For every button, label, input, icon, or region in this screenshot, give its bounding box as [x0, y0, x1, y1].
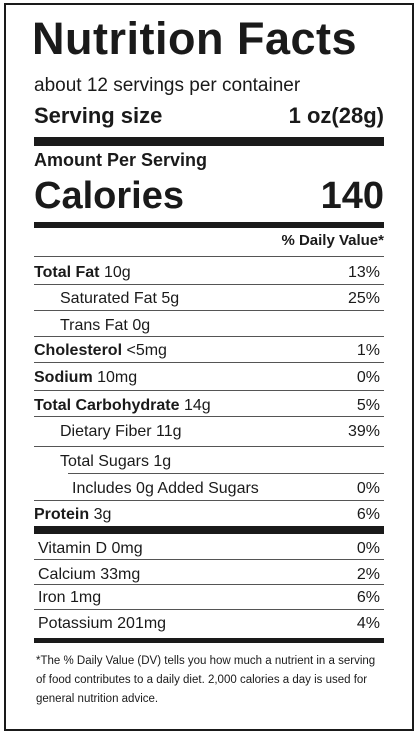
label-title: Nutrition Facts: [32, 13, 358, 64]
divider: [34, 390, 384, 391]
nutrient-name: Protein: [34, 506, 90, 523]
vitamin-row-iron: Iron 1mg 6%: [34, 585, 384, 611]
nutrient-name: Total Carbohydrate: [34, 397, 180, 414]
nutrient-name: Total Fat: [34, 264, 100, 281]
nutrient-name: Sodium: [34, 369, 93, 386]
divider: [34, 559, 384, 560]
nutrient-amount: 10mg: [97, 369, 138, 386]
nutrient-amount: 5g: [161, 290, 180, 307]
nutrient-dv: 6%: [356, 506, 380, 523]
divider: [34, 256, 384, 257]
nutrient-dv: 5%: [356, 397, 380, 414]
nutrient-name: Total Sugars: [60, 453, 149, 470]
vitamin-dv: 2%: [356, 566, 380, 583]
vitamin-row-potassium: Potassium 201mg 4%: [34, 611, 384, 637]
nutrient-name: Includes 0g Added Sugars: [72, 480, 259, 497]
vitamin-name: Potassium: [38, 615, 113, 632]
vitamin-dv: 4%: [356, 615, 380, 632]
nutrient-amount: 3g: [93, 506, 112, 523]
thick-divider: [34, 526, 384, 534]
divider: [34, 310, 384, 311]
nutrient-name: Trans Fat: [60, 317, 128, 334]
vitamin-row-calcium: Calcium 33mg 2%: [34, 562, 384, 588]
daily-value-header: % Daily Value*: [281, 232, 384, 249]
servings-per-container: about 12 servings per container: [34, 75, 301, 96]
calories-row: Calories 140: [34, 170, 384, 222]
nutrient-row-total-fat: Total Fat 10g 13%: [34, 260, 384, 286]
nutrient-dv: 0%: [356, 480, 380, 497]
nutrient-name: Saturated Fat: [60, 290, 157, 307]
nutrient-row-total-carbohydrate: Total Carbohydrate 14g 5%: [34, 393, 384, 419]
thick-divider: [34, 137, 384, 146]
divider: [34, 336, 384, 337]
divider: [34, 500, 384, 501]
divider: [34, 609, 384, 610]
nutrient-row-dietary-fiber: Dietary Fiber 11g 39%: [34, 419, 384, 445]
nutrient-dv: 39%: [347, 423, 380, 440]
nutrient-row-added-sugars: Includes 0g Added Sugars 0%: [34, 476, 384, 502]
vitamin-row-vitamin-d: Vitamin D 0mg 0%: [34, 536, 384, 562]
nutrient-row-saturated-fat: Saturated Fat 5g 25%: [34, 286, 384, 312]
medium-divider: [34, 638, 384, 643]
divider: [68, 473, 384, 474]
amount-per-serving: Amount Per Serving: [34, 150, 208, 170]
nutrient-amount: 0g: [132, 317, 151, 334]
nutrient-name: Dietary Fiber: [60, 423, 152, 440]
nutrient-dv: 1%: [356, 342, 380, 359]
vitamin-amount: 33mg: [100, 566, 141, 583]
serving-size-label: Serving size: [34, 103, 163, 128]
vitamin-name: Vitamin D: [38, 540, 108, 557]
vitamin-dv: 0%: [356, 540, 380, 557]
vitamin-name: Calcium: [38, 566, 96, 583]
vitamin-amount: 1mg: [70, 589, 102, 606]
divider: [34, 362, 384, 363]
nutrient-amount: <5mg: [126, 342, 167, 359]
nutrient-name: Cholesterol: [34, 342, 123, 359]
nutrient-row-cholesterol: Cholesterol <5mg 1%: [34, 338, 384, 364]
serving-size-row: Serving size 1 oz(28g): [34, 103, 384, 131]
nutrient-amount: 11g: [156, 423, 182, 440]
nutrient-row-sodium: Sodium 10mg 0%: [34, 365, 384, 391]
divider: [34, 446, 384, 447]
nutrient-amount: 10g: [103, 264, 131, 281]
daily-value-footnote: *The % Daily Value (DV) tells you how mu…: [36, 655, 376, 705]
nutrient-amount: 1g: [153, 453, 172, 470]
nutrient-row-protein: Protein 3g 6%: [34, 502, 384, 528]
vitamin-name: Iron: [38, 589, 66, 606]
divider: [34, 284, 384, 285]
nutrient-dv: 25%: [347, 290, 380, 307]
calories-label: Calories: [34, 175, 184, 217]
vitamin-amount: 201mg: [117, 615, 167, 632]
nutrient-amount: 14g: [183, 397, 211, 414]
nutrient-row-total-sugars: Total Sugars 1g: [34, 449, 384, 475]
vitamin-amount: 0mg: [111, 540, 143, 557]
divider: [34, 416, 384, 417]
calories-value: 140: [320, 175, 384, 217]
vitamin-dv: 6%: [356, 589, 380, 606]
serving-size-value: 1 oz(28g): [288, 103, 384, 128]
nutrient-dv: 13%: [347, 264, 380, 281]
nutrient-row-trans-fat: Trans Fat 0g: [34, 313, 384, 339]
divider: [34, 584, 384, 585]
nutrient-dv: 0%: [356, 369, 380, 386]
medium-divider: [34, 222, 384, 228]
